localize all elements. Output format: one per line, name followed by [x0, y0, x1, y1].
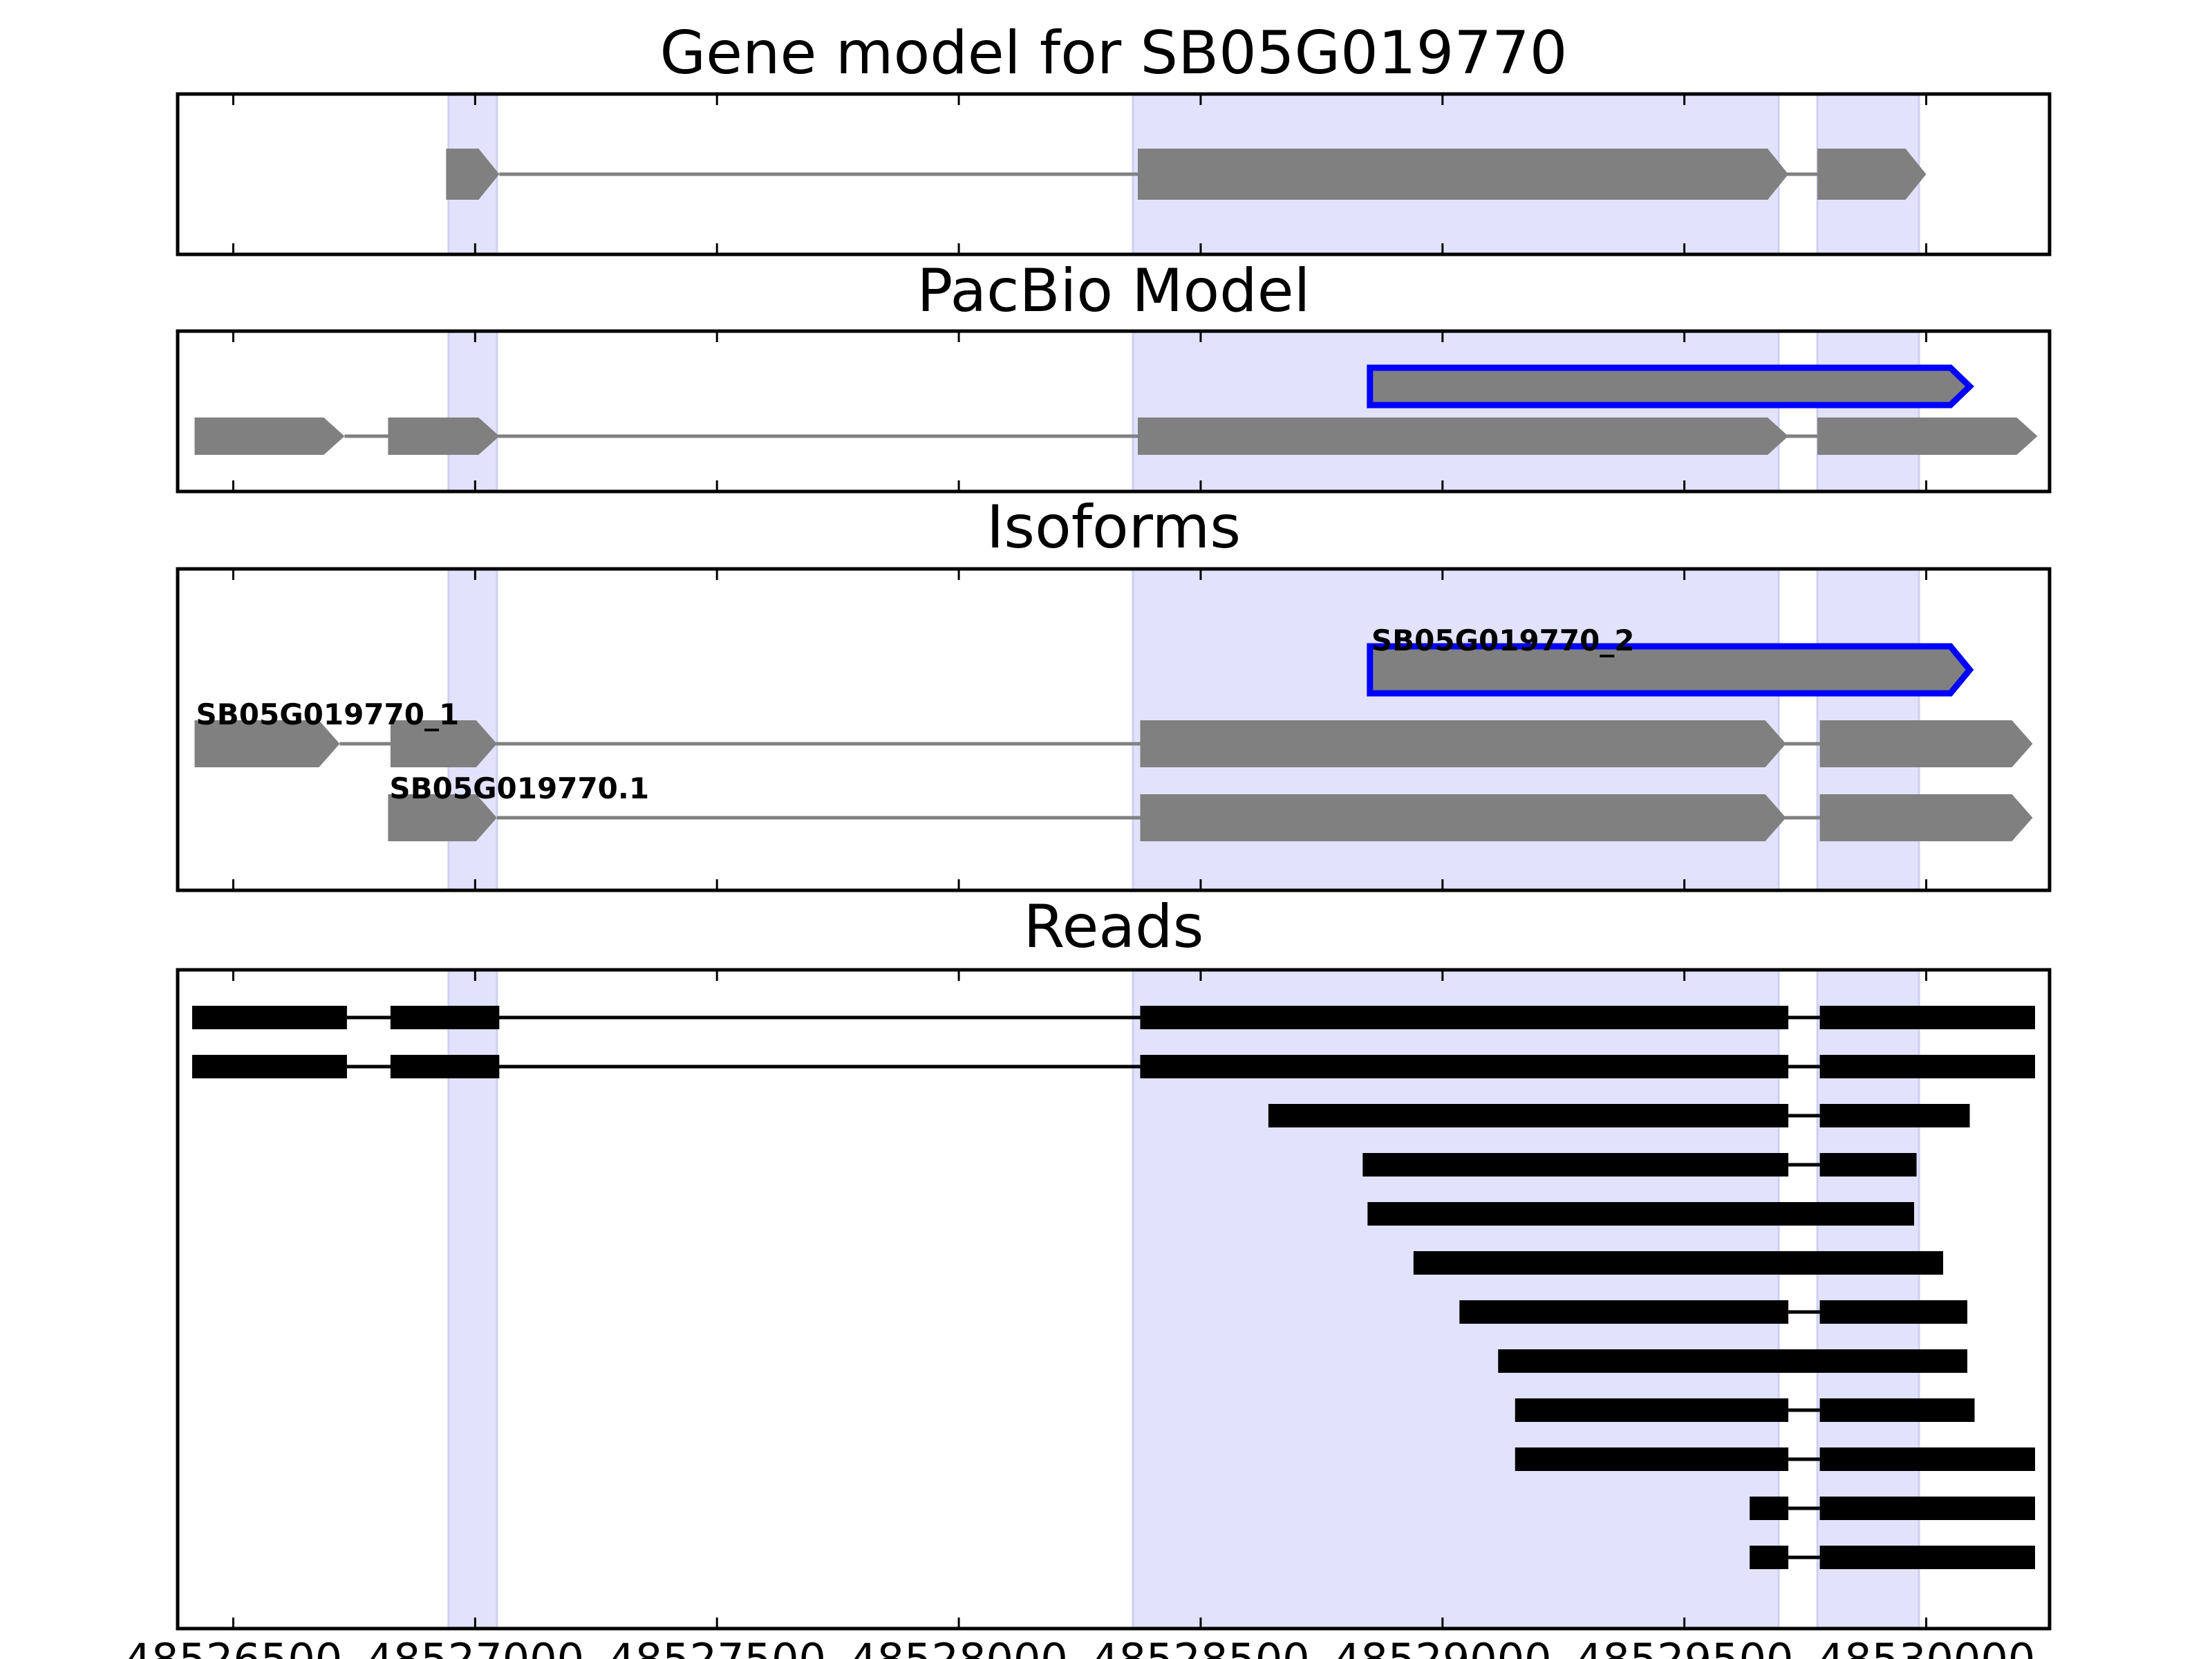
exon-2-1-3	[1819, 720, 2033, 767]
exon-2-2-2	[1819, 794, 2033, 841]
exon-1-1-1	[388, 418, 500, 455]
selected-exon-1-0-0	[1367, 364, 1975, 409]
panel-title-3: Reads	[1024, 892, 1204, 962]
read-exon-3-10-0	[1750, 1497, 1789, 1520]
selected-exon-2-0-0	[1367, 643, 1974, 697]
exon-2-1-1	[390, 720, 497, 767]
x-tick-label-4: 48528500	[1091, 1634, 1310, 1659]
x-tick-label-5: 48529000	[1333, 1634, 1552, 1659]
panel-frame-0	[176, 92, 2052, 256]
exon-1-1-0	[194, 418, 345, 455]
read-exon-3-5-0	[1413, 1251, 1944, 1275]
x-tick-label-3: 48528000	[850, 1634, 1068, 1659]
exon-2-2-1	[1140, 794, 1786, 841]
panel-title-0: Gene model for SB05G019770	[660, 19, 1568, 88]
panel-title-1: PacBio Model	[917, 256, 1310, 326]
read-exon-3-9-0	[1515, 1447, 1789, 1471]
read-exon-3-0-3	[1819, 1006, 2036, 1029]
read-exon-3-7-0	[1498, 1349, 1968, 1373]
exon-0-0-1	[1137, 149, 1789, 200]
read-exon-3-1-2	[1140, 1055, 1789, 1078]
x-tick-label-0: 48526500	[124, 1634, 343, 1659]
panel-title-2: Isoforms	[986, 493, 1241, 562]
x-tick-label-1: 48527000	[366, 1634, 585, 1659]
panel-frame-3	[176, 968, 2052, 1631]
exon-1-1-3	[1817, 418, 2038, 455]
read-exon-3-3-0	[1362, 1153, 1789, 1177]
read-exon-3-0-0	[191, 1006, 347, 1029]
read-exon-3-3-1	[1819, 1153, 1917, 1177]
read-exon-3-1-1	[390, 1055, 500, 1078]
read-exon-3-11-1	[1819, 1546, 2036, 1569]
highlight-band-1-2	[1816, 330, 1920, 493]
read-exon-3-6-0	[1459, 1300, 1789, 1324]
read-exon-3-8-0	[1515, 1398, 1789, 1422]
panel-frame-2	[176, 567, 2052, 892]
panel-frame-1	[176, 329, 2052, 494]
exon-2-1-2	[1140, 720, 1786, 767]
read-exon-3-11-0	[1750, 1546, 1789, 1569]
x-tick-label-2: 48527500	[608, 1634, 826, 1659]
read-exon-3-2-0	[1268, 1104, 1789, 1127]
read-exon-3-8-1	[1819, 1398, 1975, 1422]
highlight-band-3-1	[1132, 968, 1780, 1630]
highlight-band-1-1	[1132, 330, 1780, 493]
exon-0-0-0	[446, 149, 500, 200]
exon-0-0-2	[1817, 149, 1927, 200]
highlight-band-1-0	[447, 330, 498, 493]
read-exon-3-1-0	[191, 1055, 347, 1078]
read-exon-3-0-1	[390, 1006, 500, 1029]
read-exon-3-4-0	[1367, 1202, 1915, 1226]
exon-2-2-0	[388, 794, 497, 841]
isoform-label-2-2: SB05G019770.1	[389, 771, 649, 805]
read-exon-3-6-1	[1819, 1300, 1968, 1324]
exon-1-1-2	[1137, 418, 1789, 455]
read-exon-3-9-1	[1819, 1447, 2036, 1471]
read-exon-3-1-3	[1819, 1055, 2036, 1078]
read-exon-3-10-1	[1819, 1497, 2036, 1520]
x-tick-label-7: 48530000	[1817, 1634, 2036, 1659]
isoform-label-2-0: SB05G019770_2	[1371, 624, 1635, 657]
isoform-label-2-1: SB05G019770_1	[196, 697, 459, 731]
exon-2-1-0	[194, 720, 340, 767]
read-exon-3-0-2	[1140, 1006, 1789, 1029]
read-exon-3-2-1	[1819, 1104, 1970, 1127]
highlight-band-3-0	[447, 968, 498, 1630]
x-tick-label-6: 48529500	[1575, 1634, 1794, 1659]
